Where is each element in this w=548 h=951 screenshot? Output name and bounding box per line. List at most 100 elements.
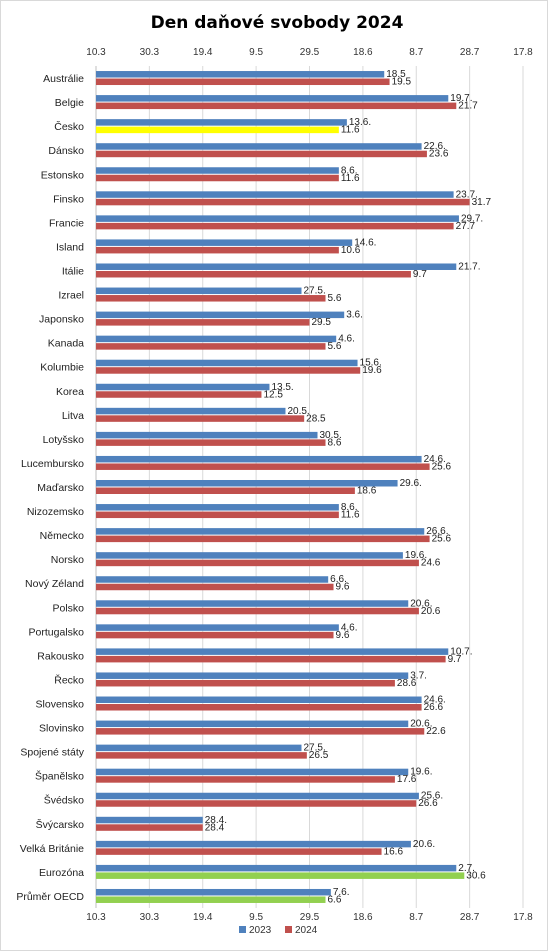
data-label-2024: 11.6 <box>341 125 360 136</box>
legend-label-2024: 2024 <box>295 925 318 936</box>
data-label-2024: 22.6 <box>426 726 446 737</box>
data-label-2024: 26.6 <box>424 702 444 713</box>
data-label-2024: 5.6 <box>328 341 342 352</box>
bar-2023 <box>96 359 358 367</box>
bar-2024 <box>96 222 454 230</box>
data-label-2024: 19.5 <box>392 77 412 88</box>
bar-2023 <box>96 263 457 270</box>
bar-2024 <box>96 295 326 302</box>
data-label-2024: 30.6 <box>466 870 486 881</box>
data-label-2024: 17.6 <box>397 774 417 785</box>
bar-2023 <box>96 215 459 222</box>
data-label-2024: 27.7 <box>456 221 476 232</box>
tick-label-top: 9.5 <box>249 47 263 58</box>
bar-2024 <box>96 487 355 494</box>
tick-label-bottom: 10.3 <box>86 912 106 923</box>
legend-swatch-2023 <box>239 926 246 933</box>
bar-2023 <box>96 576 329 583</box>
data-label-2024: 5.6 <box>328 293 342 304</box>
category-label: Španělsko <box>35 770 84 783</box>
tick-label-bottom: 9.5 <box>249 912 263 923</box>
data-label-2023: 21.7. <box>458 261 480 272</box>
legend-label-2023: 2023 <box>249 925 272 936</box>
bar-2023 <box>96 119 347 126</box>
bar-2024 <box>96 174 339 182</box>
category-label: Průměr OECD <box>16 891 84 903</box>
bar-2024 <box>96 824 203 831</box>
bar-2024 <box>96 704 422 711</box>
data-label-2023: 4.6. <box>338 334 355 345</box>
bar-2024 <box>96 415 305 422</box>
bar-2023 <box>96 71 385 78</box>
tick-label-bottom: 8.7 <box>409 912 423 923</box>
bar-2023 <box>96 455 422 463</box>
data-label-2023: 18.5 <box>386 69 406 80</box>
data-label-2024: 23.6 <box>429 149 449 160</box>
data-label-2023: 14.6. <box>354 237 376 248</box>
bar-2023 <box>96 624 339 631</box>
bar-2023 <box>96 552 403 559</box>
category-label: Švédsko <box>44 794 84 807</box>
bar-2023 <box>96 888 331 896</box>
category-label: Spojené státy <box>20 747 84 759</box>
category-label: Belgie <box>55 97 84 109</box>
bar-2023 <box>96 431 318 439</box>
bar-2023 <box>96 191 454 198</box>
chart-title: Den daňové svobody 2024 <box>151 13 404 33</box>
data-label-2024: 19.6 <box>362 365 382 376</box>
category-label: Lucembursko <box>21 458 84 470</box>
category-label: Dánsko <box>48 145 84 157</box>
bar-2024 <box>96 102 457 110</box>
data-label-2023: 20.5. <box>287 406 309 417</box>
data-label-2024: 28.4 <box>205 822 225 833</box>
bar-2024 <box>96 367 361 374</box>
category-label: Austrálie <box>43 73 84 85</box>
data-label-2023: 24.6. <box>424 454 446 465</box>
bar-2023 <box>96 696 422 704</box>
data-label-2023: 10.7. <box>450 646 472 657</box>
category-label: Island <box>56 241 84 253</box>
bar-2024 <box>96 583 334 591</box>
bar-2023 <box>96 672 409 679</box>
bar-2023 <box>96 407 286 415</box>
data-label-2023: 27.5. <box>303 743 325 754</box>
data-label-2023: 8.6. <box>341 165 358 176</box>
data-label-2024: 26.5 <box>309 750 329 761</box>
category-label: Francie <box>49 217 84 229</box>
bar-2023 <box>96 143 422 150</box>
data-label-2023: 23.7. <box>456 189 478 200</box>
bar-2024 <box>96 559 419 567</box>
bar-2023 <box>96 816 203 824</box>
bar-2023 <box>96 864 457 872</box>
data-label-2024: 10.6 <box>341 245 361 256</box>
bar-2023 <box>96 720 409 728</box>
category-label: Řecko <box>54 673 84 686</box>
data-label-2024: 26.6 <box>418 798 438 809</box>
data-label-2023: 20.6. <box>410 598 432 609</box>
bar-2024 <box>96 728 425 735</box>
tick-label-top: 8.7 <box>409 47 423 58</box>
data-label-2023: 3.7. <box>410 670 427 681</box>
bar-2024 <box>96 511 339 519</box>
data-label-2023: 19.6. <box>405 550 427 561</box>
tick-label-top: 29.5 <box>300 47 320 58</box>
data-label-2023: 2.7. <box>458 863 475 874</box>
data-label-2023: 8.6. <box>341 502 358 513</box>
category-label: Norsko <box>51 554 84 566</box>
data-label-2023: 26.6. <box>426 526 448 537</box>
data-labels: 18.519.519.7.21.713.6.11.622.6.23.68.6.1… <box>205 69 492 905</box>
bar-2023 <box>96 792 419 800</box>
bar-2024 <box>96 270 411 278</box>
bar-2024 <box>96 655 446 663</box>
category-label: Polsko <box>52 602 84 614</box>
data-label-2024: 18.6 <box>357 486 377 497</box>
tick-label-top: 17.8 <box>513 47 533 58</box>
bar-2023 <box>96 287 302 295</box>
tick-label-top: 30.3 <box>140 47 160 58</box>
legend: 2023 2024 <box>239 925 318 936</box>
bar-2024 <box>96 343 326 350</box>
bar-2024 <box>96 246 339 254</box>
tick-label-top: 18.6 <box>353 47 373 58</box>
